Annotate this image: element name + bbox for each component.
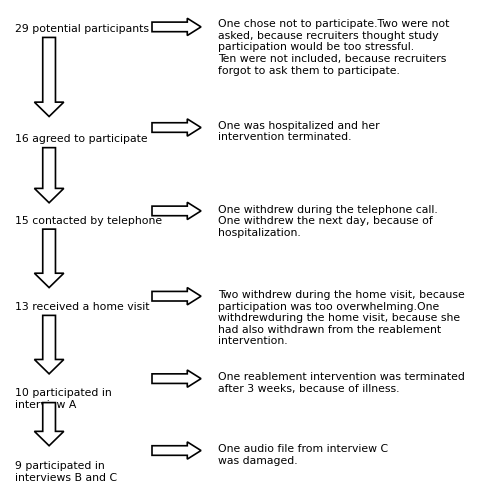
Text: One chose not to participate.Two were not
asked, because recruiters thought stud: One chose not to participate.Two were no… [218, 19, 450, 76]
Text: One reablement intervention was terminated
after 3 weeks, because of illness.: One reablement intervention was terminat… [218, 372, 465, 393]
Polygon shape [34, 148, 64, 203]
Text: 15 contacted by telephone: 15 contacted by telephone [15, 215, 162, 225]
Text: One was hospitalized and her
intervention terminated.: One was hospitalized and her interventio… [218, 121, 380, 142]
Text: 16 agreed to participate: 16 agreed to participate [15, 134, 148, 144]
Text: 29 potential participants: 29 potential participants [15, 24, 149, 34]
Polygon shape [152, 288, 201, 305]
Text: 10 participated in
interview A: 10 participated in interview A [15, 387, 112, 409]
Polygon shape [152, 370, 201, 387]
Polygon shape [34, 403, 64, 446]
Text: One audio file from interview C
was damaged.: One audio file from interview C was dama… [218, 444, 388, 465]
Polygon shape [152, 120, 201, 137]
Polygon shape [34, 230, 64, 288]
Polygon shape [152, 19, 201, 37]
Text: One withdrew during the telephone call.
One withdrew the next day, because of
ho: One withdrew during the telephone call. … [218, 204, 438, 238]
Text: Two withdrew during the home visit, because
participation was too overwhelming.O: Two withdrew during the home visit, beca… [218, 289, 465, 346]
Text: 13 received a home visit: 13 received a home visit [15, 302, 150, 311]
Polygon shape [152, 442, 201, 459]
Polygon shape [34, 39, 64, 117]
Polygon shape [34, 316, 64, 374]
Text: 9 participated in
interviews B and C: 9 participated in interviews B and C [15, 460, 117, 482]
Polygon shape [152, 203, 201, 220]
